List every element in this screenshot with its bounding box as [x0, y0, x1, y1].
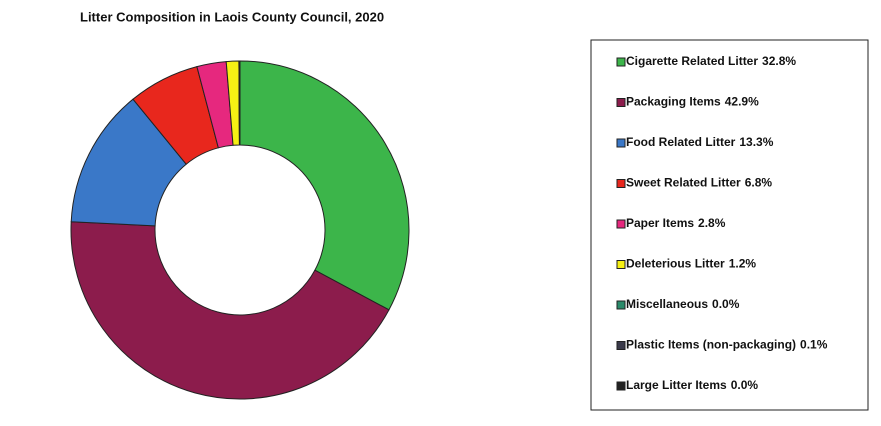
legend-box [590, 39, 869, 411]
legend-value: 13.3% [739, 135, 773, 149]
legend-swatch [616, 179, 626, 188]
legend-value: 1.2% [729, 257, 757, 271]
legend-name: Packaging Items [626, 95, 721, 109]
legend-name: Cigarette Related Litter [626, 54, 758, 68]
legend-name: Miscellaneous [626, 297, 708, 311]
legend-swatch [616, 341, 626, 350]
legend-value: 0.0% [712, 297, 740, 311]
legend-value: 2.8% [698, 216, 726, 230]
legend-label: Plastic Items (non-packaging) 0.1% [626, 338, 828, 352]
legend-value: 0.1% [800, 338, 828, 352]
legend-name: Sweet Related Litter [626, 176, 741, 190]
legend-label: Large Litter Items 0.0% [626, 378, 758, 392]
donut-slice [239, 60, 410, 311]
legend-value: 32.8% [762, 54, 796, 68]
legend-name: Paper Items [626, 216, 694, 230]
legend-label: Paper Items 2.8% [626, 216, 726, 230]
legend-name: Large Litter Items [626, 378, 727, 392]
legend-label: Cigarette Related Litter 32.8% [626, 54, 796, 68]
legend-swatch [616, 300, 626, 310]
legend-name: Deleterious Litter [626, 257, 725, 271]
chart-title: Litter Composition in Laois County Counc… [80, 9, 384, 24]
donut-slice [70, 221, 390, 400]
legend-label: Sweet Related Litter 6.8% [626, 176, 772, 190]
legend-label: Food Related Litter 13.3% [626, 135, 774, 149]
legend-label: Deleterious Litter 1.2% [626, 257, 756, 271]
legend-swatch [616, 57, 626, 67]
legend-swatch [616, 138, 626, 148]
legend-value: 42.9% [725, 95, 759, 109]
legend-swatch [616, 98, 626, 107]
legend-label: Miscellaneous 0.0% [626, 297, 740, 311]
legend-name: Food Related Litter [626, 135, 736, 149]
legend-swatch [616, 260, 626, 269]
legend-value: 6.8% [745, 176, 773, 190]
legend-value: 0.0% [731, 378, 759, 392]
legend-label: Packaging Items 42.9% [626, 95, 759, 109]
legend-swatch [616, 219, 626, 229]
legend-name: Plastic Items (non-packaging) [626, 338, 796, 352]
legend-swatch [616, 381, 626, 391]
